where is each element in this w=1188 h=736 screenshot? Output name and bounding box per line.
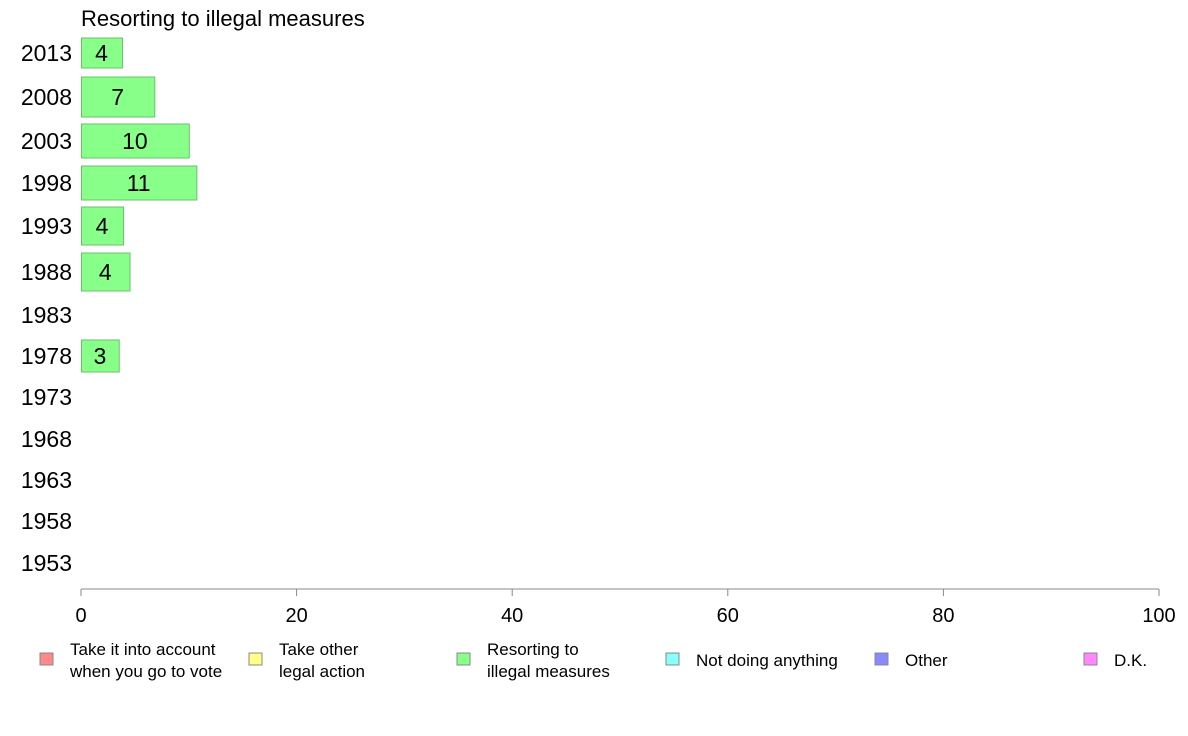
legend-label-5: Other: [905, 651, 948, 670]
legend-item-6: D.K.: [1083, 651, 1147, 670]
legend-label-3-line-2: illegal measures: [487, 662, 610, 681]
y-tick-label-1968: 1968: [21, 426, 72, 452]
bar-1988: [81, 252, 131, 292]
y-tick-label-1988: 1988: [21, 259, 72, 285]
y-tick-label-2008: 2008: [21, 84, 72, 110]
y-tick-label-1998: 1998: [21, 170, 72, 196]
legend-swatch-4: [665, 652, 680, 666]
chart-title: Resorting to illegal measures: [81, 6, 365, 31]
bar-value-label-1998: 11: [127, 170, 151, 196]
y-tick-label-1953: 1953: [21, 550, 72, 576]
legend-label-1-line-2: when you go to vote: [69, 662, 222, 681]
bar-value-label-1988: 4: [99, 259, 112, 285]
legend-label-1-line-1: Take it into account: [70, 640, 216, 659]
bar-1993: [81, 206, 125, 246]
bar-value-label-2013: 4: [95, 40, 108, 66]
x-tick-label-60: 60: [717, 605, 739, 627]
legend-label-3-line-1: Resorting to: [487, 640, 579, 659]
legend-label-4: Not doing anything: [696, 651, 838, 670]
x-axis: 0 20 40 60 80 100: [75, 588, 1176, 627]
y-tick-label-1973: 1973: [21, 384, 72, 410]
y-tick-label-1978: 1978: [21, 343, 72, 369]
y-tick-label-2003: 2003: [21, 128, 72, 154]
legend-swatch-3: [456, 652, 471, 666]
y-axis-labels: 2013 2008 2003 1998 1993 1988 1983 1978 1973 1968…: [21, 40, 72, 576]
y-tick-label-1958: 1958: [21, 508, 72, 534]
x-tick-label-40: 40: [501, 605, 523, 627]
bar-value-label-2008: 7: [111, 84, 124, 110]
bar-value-label-1978: 3: [93, 343, 106, 369]
bar-2003: [81, 123, 190, 159]
x-tick-label-0: 0: [75, 605, 86, 627]
legend-swatch-1: [39, 652, 54, 666]
y-tick-label-2013: 2013: [21, 40, 72, 66]
legend-swatch-5: [874, 652, 889, 666]
legend-label-2-line-2: legal action: [279, 662, 365, 681]
legend-item-1: Take it into account when you go to vote: [39, 640, 222, 681]
legend-label-6: D.K.: [1114, 651, 1147, 670]
x-tick-label-100: 100: [1142, 605, 1175, 627]
legend-swatch-6: [1083, 652, 1098, 666]
y-tick-label-1963: 1963: [21, 467, 72, 493]
legend-label-2-line-1: Take other: [279, 640, 359, 659]
bar-2013: [81, 37, 123, 69]
y-tick-label-1993: 1993: [21, 213, 72, 239]
x-tick-label-80: 80: [932, 605, 954, 627]
bar-1998: [81, 165, 198, 201]
bar-value-label-2003: 10: [122, 128, 148, 154]
legend-item-3: Resorting to illegal measures: [456, 640, 610, 681]
legend-swatch-2: [248, 652, 263, 666]
x-tick-label-20: 20: [285, 605, 307, 627]
bar-1978: [81, 339, 120, 373]
bar-2008: [81, 76, 156, 118]
legend-item-2: Take other legal action: [248, 640, 365, 681]
y-tick-label-1983: 1983: [21, 302, 72, 328]
legend-item-4: Not doing anything: [665, 651, 838, 670]
legend-item-5: Other: [874, 651, 948, 670]
bar-value-label-1993: 4: [96, 213, 109, 239]
